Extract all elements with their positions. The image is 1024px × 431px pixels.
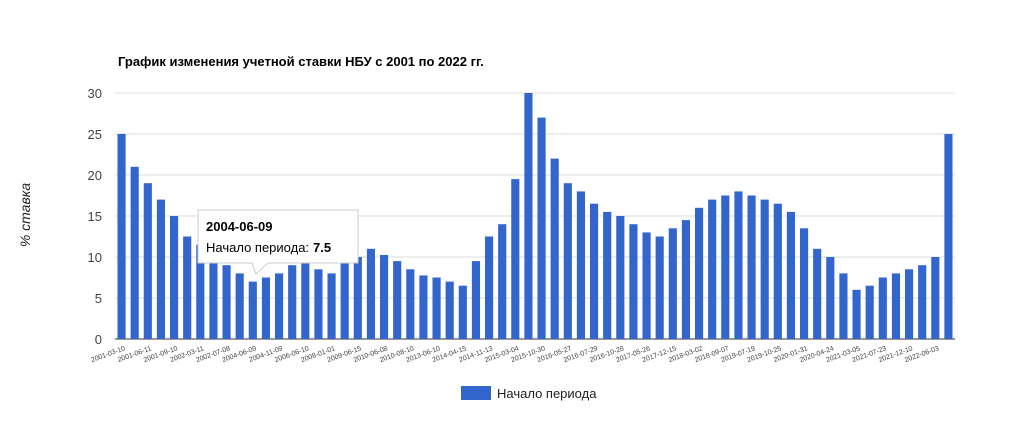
bar[interactable]: [143, 183, 152, 339]
bar[interactable]: [826, 257, 835, 339]
bar[interactable]: [196, 244, 205, 339]
bar[interactable]: [248, 281, 257, 339]
bar[interactable]: [642, 232, 651, 339]
bar[interactable]: [603, 211, 612, 339]
bar[interactable]: [406, 269, 415, 339]
bar[interactable]: [235, 273, 244, 339]
legend-swatch: [461, 386, 491, 400]
x-axis-ticks: 2001-03-102001-06-112001-09-102002-03-11…: [90, 345, 940, 364]
y-tick-label: 0: [95, 332, 102, 347]
bar[interactable]: [524, 93, 533, 339]
bar[interactable]: [852, 289, 861, 339]
bar[interactable]: [393, 261, 402, 339]
legend-label: Начало периода: [497, 386, 597, 401]
bar[interactable]: [721, 195, 730, 340]
tooltip-series-label: Начало периода:: [206, 240, 309, 255]
bar[interactable]: [301, 261, 310, 339]
bar[interactable]: [944, 134, 953, 339]
bar[interactable]: [484, 236, 494, 340]
tooltip-date: 2004-06-09: [206, 219, 273, 234]
y-tick-label: 20: [88, 168, 102, 183]
bar[interactable]: [419, 275, 428, 339]
bar[interactable]: [327, 273, 336, 339]
bar[interactable]: [668, 228, 677, 339]
bar[interactable]: [511, 179, 520, 339]
bar[interactable]: [130, 166, 139, 339]
tooltip-body: Начало периода: 7.5: [206, 240, 331, 255]
bars[interactable]: [117, 93, 953, 340]
bar[interactable]: [261, 277, 271, 340]
bar[interactable]: [918, 265, 927, 339]
bar[interactable]: [156, 199, 166, 339]
bar[interactable]: [340, 261, 349, 339]
bar[interactable]: [891, 273, 901, 339]
y-tick-label: 15: [88, 209, 102, 224]
bar[interactable]: [222, 265, 231, 339]
bar[interactable]: [708, 199, 717, 339]
y-tick-label: 10: [88, 250, 102, 265]
tooltip-value: 7.5: [313, 240, 331, 255]
bar[interactable]: [813, 248, 822, 339]
bar[interactable]: [563, 183, 572, 339]
bar[interactable]: [366, 248, 376, 339]
bar[interactable]: [760, 199, 769, 339]
bar[interactable]: [629, 224, 638, 339]
bar[interactable]: [458, 285, 467, 339]
y-axis-ticks: 0 5 10 15 20 25 30: [88, 86, 102, 347]
chart-title: График изменения учетной ставки НБУ с 20…: [118, 54, 484, 69]
bar[interactable]: [878, 277, 887, 340]
y-axis-label: % ставка: [17, 183, 33, 248]
bar[interactable]: [117, 134, 126, 339]
bar[interactable]: [471, 261, 481, 339]
bar[interactable]: [799, 228, 809, 339]
bar[interactable]: [576, 191, 586, 339]
bar[interactable]: [209, 257, 218, 339]
bar[interactable]: [865, 285, 874, 339]
y-tick-label: 25: [88, 127, 102, 142]
bar[interactable]: [747, 195, 756, 340]
bar[interactable]: [839, 273, 848, 339]
bar[interactable]: [379, 254, 389, 339]
bar[interactable]: [931, 257, 940, 339]
bar[interactable]: [786, 211, 796, 339]
bar[interactable]: [681, 220, 691, 339]
bar[interactable]: [353, 257, 362, 339]
bar[interactable]: [288, 265, 297, 339]
bar[interactable]: [274, 273, 284, 339]
bar[interactable]: [655, 236, 664, 340]
legend[interactable]: Начало периода: [461, 386, 597, 401]
tooltip-box: [197, 209, 359, 275]
y-tick-label: 30: [88, 86, 102, 101]
bar[interactable]: [589, 203, 599, 339]
bar[interactable]: [734, 191, 743, 339]
bar[interactable]: [445, 281, 454, 339]
bar[interactable]: [498, 224, 507, 339]
bar[interactable]: [314, 269, 323, 339]
tooltip: 2004-06-09 Начало периода: 7.5: [197, 209, 359, 275]
bar[interactable]: [537, 117, 546, 339]
bar[interactable]: [550, 158, 559, 339]
bar[interactable]: [616, 216, 625, 339]
bar[interactable]: [904, 269, 914, 339]
bar[interactable]: [183, 236, 192, 340]
bar[interactable]: [432, 277, 441, 340]
bar[interactable]: [169, 216, 179, 339]
bar[interactable]: [773, 203, 782, 339]
y-tick-label: 5: [95, 291, 102, 306]
bar[interactable]: [694, 207, 704, 339]
